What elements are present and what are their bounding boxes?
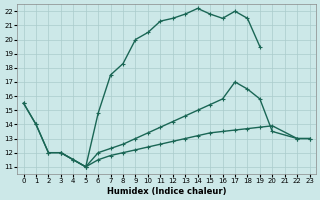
X-axis label: Humidex (Indice chaleur): Humidex (Indice chaleur): [107, 187, 226, 196]
